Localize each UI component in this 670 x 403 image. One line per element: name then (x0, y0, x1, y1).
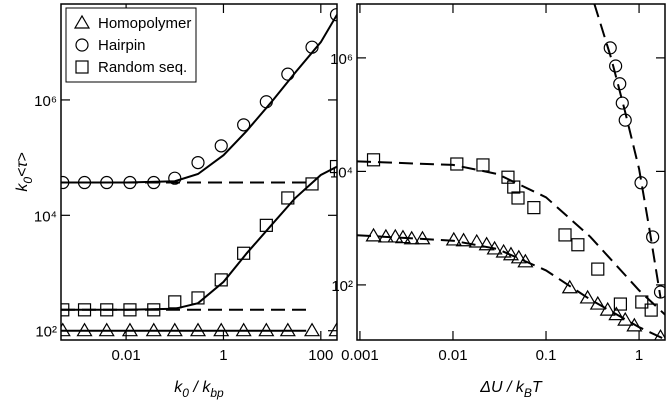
square-marker (476, 158, 490, 172)
triangle-marker (303, 322, 321, 337)
square-marker (571, 238, 585, 252)
x-tick-label: 1 (219, 347, 227, 364)
triangle-marker (617, 311, 634, 326)
subscript: 0 (182, 386, 189, 400)
triangle-marker (495, 243, 512, 258)
label-text: / k (189, 379, 211, 396)
circle-marker (653, 285, 665, 299)
subscript: B (524, 386, 532, 400)
dashed-line (357, 160, 665, 316)
x-axis-label: k0 / kbp (174, 379, 224, 400)
label-text: <τ> (14, 152, 31, 177)
square-marker (511, 191, 525, 205)
subscript: 0 (21, 177, 35, 184)
triangle-marker (599, 301, 616, 316)
axes-frame (356, 3, 666, 341)
dashed-line (357, 234, 665, 340)
square-marker (591, 262, 605, 276)
circle-marker (237, 118, 251, 132)
triangle-marker (445, 231, 462, 246)
y-tick-label: 10² (35, 324, 57, 341)
square-marker (613, 297, 627, 311)
label-text: k (174, 379, 183, 396)
circle-marker (609, 59, 623, 73)
circle-marker (615, 96, 629, 110)
legend-label: Hairpin (98, 37, 146, 54)
square-marker (168, 295, 182, 309)
x-axis-label: ΔU / kBT (479, 379, 543, 400)
square-marker (366, 153, 381, 167)
y-tick-label: 10⁶ (34, 93, 57, 110)
y-axis-label: k0<τ> (14, 152, 35, 191)
y-tick-label: 10⁶ (330, 51, 353, 68)
square-marker (558, 228, 572, 242)
legend-marker (75, 38, 89, 52)
solid-line (61, 14, 337, 184)
triangle-marker (394, 229, 412, 244)
square-marker (281, 191, 295, 205)
triangle-marker (608, 306, 625, 321)
plot-area (61, 8, 337, 337)
square-marker (644, 303, 658, 317)
triangle-marker (589, 295, 606, 310)
circle-marker (168, 171, 182, 185)
y-tick-label: 10⁴ (34, 208, 57, 225)
axes-frame (60, 3, 338, 341)
x-tick-label: 0.001 (341, 347, 379, 364)
y-tick-label: 10² (331, 278, 353, 295)
label-text: k (14, 183, 31, 192)
circle-marker (191, 155, 205, 170)
label-text: ΔU / k (479, 379, 525, 396)
legend-marker (73, 14, 91, 29)
legend-marker (75, 60, 89, 74)
circle-marker (281, 67, 295, 81)
triangle-marker (626, 317, 643, 332)
legend-label: Homopolymer (98, 15, 191, 32)
x-tick-label: 100 (308, 347, 333, 364)
square-marker (305, 177, 319, 191)
square-marker (214, 273, 228, 287)
triangle-marker (468, 233, 485, 248)
square-marker (635, 295, 649, 309)
triangle-marker (478, 236, 495, 251)
label-text: T (532, 379, 543, 396)
triangle-marker (561, 279, 578, 294)
x-tick-label: 1 (635, 347, 643, 364)
square-marker (527, 201, 541, 215)
square-marker (237, 246, 251, 260)
y-tick-label: 10⁴ (330, 164, 353, 181)
x-tick-label: 0.01 (438, 347, 467, 364)
plot-area (357, 4, 665, 340)
subscript: bp (210, 386, 224, 400)
x-tick-label: 0.1 (536, 347, 557, 364)
legend-label: Random seq. (98, 59, 187, 76)
triangle-marker (579, 289, 596, 304)
triangle-marker (455, 232, 472, 247)
triangle-marker (365, 227, 382, 242)
triangle-marker (387, 228, 404, 243)
circle-marker (646, 230, 660, 244)
dashed-line (593, 4, 662, 298)
solid-line (61, 165, 337, 311)
triangle-marker (414, 230, 431, 245)
x-tick-label: 0.01 (111, 347, 140, 364)
circle-marker (214, 139, 228, 153)
